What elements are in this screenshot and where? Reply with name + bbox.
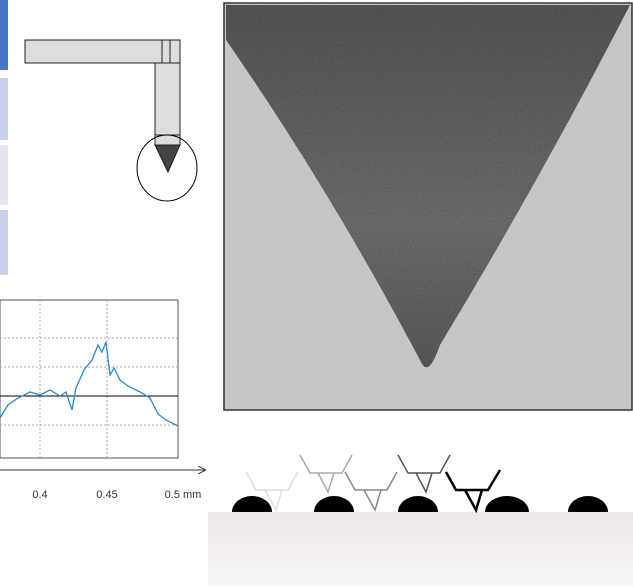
- stylus-diagram: [24, 39, 198, 202]
- x-tick-label: 0.45: [96, 489, 117, 501]
- tip-micrograph: [223, 2, 633, 411]
- tab: [0, 78, 8, 140]
- x-tick-label: 0.5 mm: [165, 489, 202, 501]
- x-tick-label: 0.4: [32, 489, 47, 501]
- tab: [0, 145, 8, 205]
- profile-plot: 0.4 0.45 0.5 mm: [0, 299, 205, 501]
- scan-illustration: [208, 454, 633, 586]
- tab: [0, 210, 8, 275]
- tab-active: [0, 0, 8, 70]
